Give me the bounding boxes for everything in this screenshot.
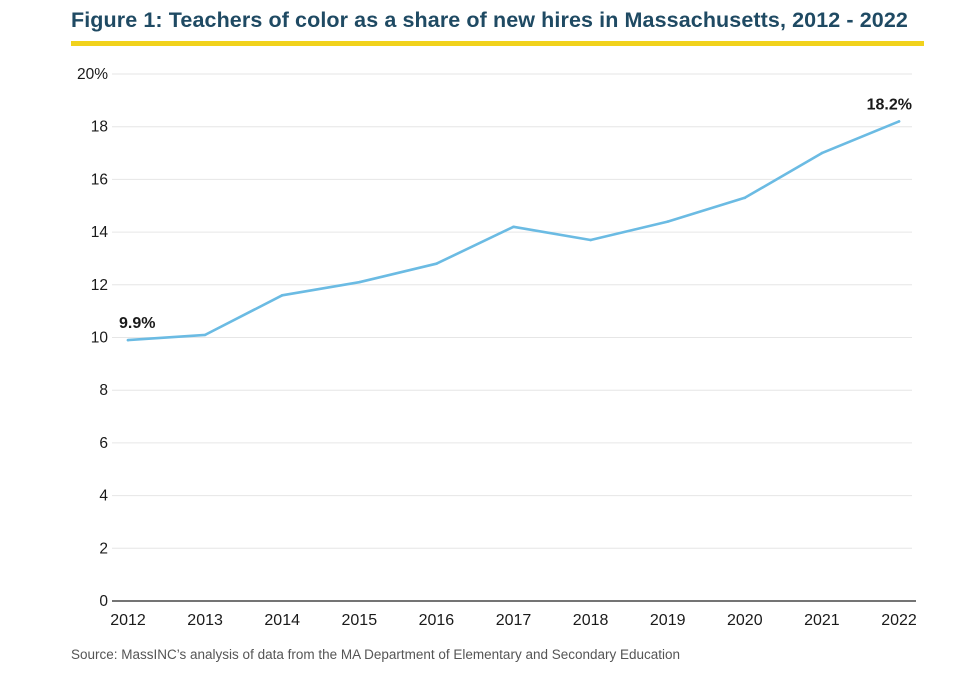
data-point (512, 225, 515, 229)
y-tick-label: 10 (91, 330, 109, 347)
gridlines (112, 73, 912, 549)
y-tick-label: 6 (99, 435, 108, 452)
x-tick-label: 2017 (496, 612, 532, 629)
data-point (666, 220, 669, 223)
annotations: 9.9% 18.2% (119, 96, 912, 332)
data-point (589, 238, 592, 242)
x-tick-label: 2013 (187, 612, 223, 629)
y-tick-label: 12 (91, 277, 108, 294)
data-point (743, 196, 747, 200)
data-label: 9.9% (119, 315, 155, 332)
x-tick-label: 2021 (804, 612, 840, 629)
data-point (820, 151, 824, 155)
x-tick-label: 2019 (650, 612, 686, 629)
y-axis-ticks: 0 2 4 6 8 10 12 14 16 18 20% (77, 66, 108, 610)
y-tick-label: 8 (99, 382, 108, 399)
y-tick-label: 20% (77, 66, 108, 83)
y-tick-label: 18 (91, 119, 108, 136)
data-point (203, 333, 207, 337)
data-label: 18.2% (867, 96, 912, 113)
data-point (280, 294, 284, 297)
x-tick-label: 2015 (342, 612, 378, 629)
y-tick-label: 2 (99, 540, 108, 557)
series-line (126, 120, 901, 342)
x-axis: 2012 2013 2014 2015 2016 2017 2018 2019 2020 2021… (110, 600, 917, 629)
x-tick-label: 2014 (264, 612, 300, 629)
data-series (126, 120, 901, 342)
data-point (435, 262, 438, 266)
data-point (126, 338, 130, 342)
x-tick-label: 2020 (727, 612, 763, 629)
x-tick-label: 2018 (573, 612, 609, 629)
y-tick-label: 16 (91, 171, 108, 188)
x-tick-label: 2012 (110, 612, 146, 629)
y-tick-label: 14 (91, 224, 109, 241)
data-point (897, 120, 901, 123)
title-underline (71, 41, 924, 46)
chart-title: Figure 1: Teachers of color as a share o… (71, 8, 908, 32)
x-tick-label: 2022 (881, 612, 917, 629)
x-tick-label: 2016 (419, 612, 455, 629)
data-point (358, 280, 361, 284)
y-tick-label: 0 (99, 593, 108, 610)
y-tick-label: 4 (99, 488, 108, 505)
source-note: Source: MassINC’s analysis of data from … (71, 647, 681, 662)
